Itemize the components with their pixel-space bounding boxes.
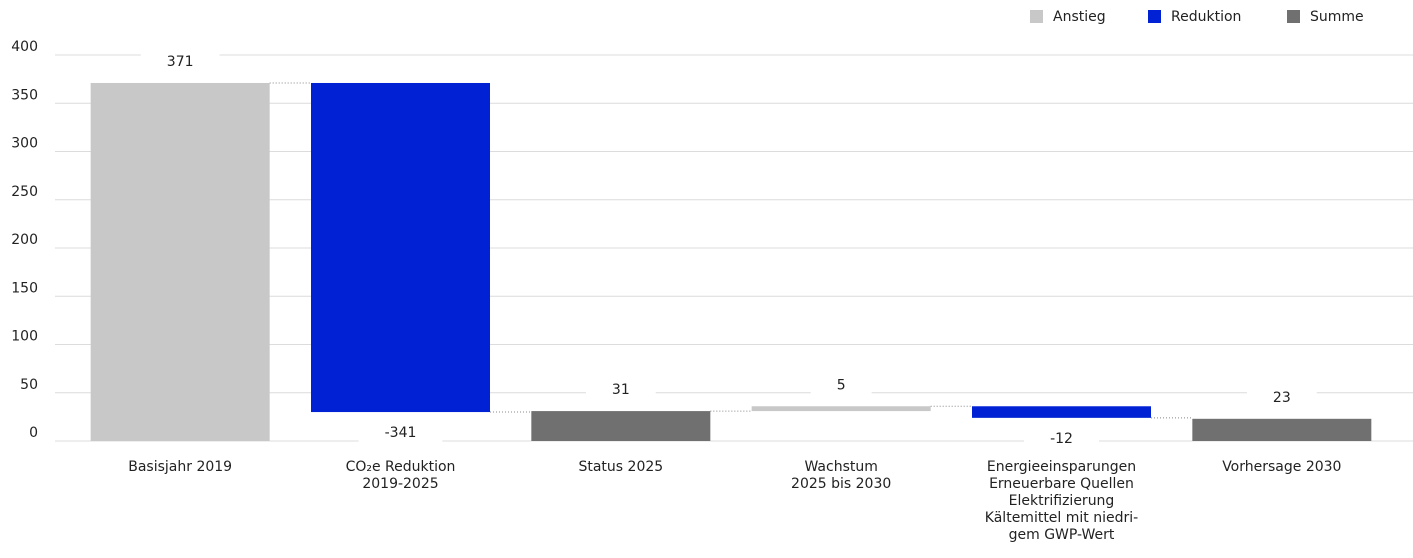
data-label: 23 (1273, 390, 1291, 406)
x-tick-line: Vorhersage 2030 (1222, 459, 1341, 475)
legend-label: Anstieg (1053, 9, 1106, 25)
y-tick-label: 50 (20, 377, 38, 393)
legend-label: Summe (1310, 9, 1364, 25)
bar (90, 82, 270, 442)
x-tick-line: Wachstum (804, 459, 877, 475)
y-tick-label: 0 (29, 425, 38, 441)
data-label: 31 (612, 382, 630, 398)
x-tick-label: Basisjahr 2019 (128, 459, 232, 475)
x-tick-line: Erneuerbare Quellen (989, 476, 1134, 492)
bar (1192, 418, 1372, 441)
y-tick-label: 250 (11, 184, 38, 200)
data-label: -341 (385, 425, 417, 441)
data-label: 371 (167, 54, 194, 70)
data-label-bg (140, 51, 220, 72)
bar (531, 411, 711, 441)
bar (972, 406, 1151, 418)
x-tick-line: Basisjahr 2019 (128, 459, 232, 475)
data-label-bg (1024, 428, 1099, 449)
x-tick-line: Kältemittel mit niedri- (985, 510, 1138, 526)
x-tick-label: Status 2025 (578, 459, 663, 475)
legend-label: Reduktion (1171, 9, 1241, 25)
x-tick-line: 2025 bis 2030 (791, 476, 891, 492)
x-tick-line: Elektrifizierung (1009, 493, 1115, 509)
legend-swatch (1287, 10, 1300, 23)
data-label-bg (358, 423, 443, 444)
x-tick-line: Energieeinsparungen (987, 459, 1136, 475)
x-tick-line: CO₂e Reduktion (346, 459, 456, 475)
x-tick-label: Wachstum 2025 bis 2030 (791, 459, 891, 492)
bar (311, 82, 490, 413)
data-label-bg (585, 380, 656, 401)
y-tick-label: 100 (11, 329, 38, 345)
x-tick-label: Vorhersage 2030 (1222, 459, 1341, 475)
legend-swatch (1148, 10, 1161, 23)
data-label-bg (810, 375, 872, 396)
bar (751, 406, 931, 412)
data-label: -12 (1050, 431, 1073, 447)
y-tick-label: 300 (11, 136, 38, 152)
y-tick-label: 150 (11, 280, 38, 296)
x-tick-line: gem GWP-Wert (1009, 527, 1115, 543)
y-tick-label: 400 (11, 39, 38, 55)
x-tick-line: Status 2025 (578, 459, 663, 475)
y-tick-label: 350 (11, 87, 38, 103)
data-label: 5 (837, 377, 846, 393)
x-tick-label: Energieeinsparungen Erneuerbare Quellen El… (985, 459, 1138, 543)
y-tick-label: 200 (11, 232, 38, 248)
x-tick-line: 2019-2025 (362, 476, 438, 492)
legend-swatch (1030, 10, 1043, 23)
data-label-bg (1246, 387, 1317, 408)
x-tick-label: CO₂e Reduktion 2019-2025 (346, 459, 456, 492)
